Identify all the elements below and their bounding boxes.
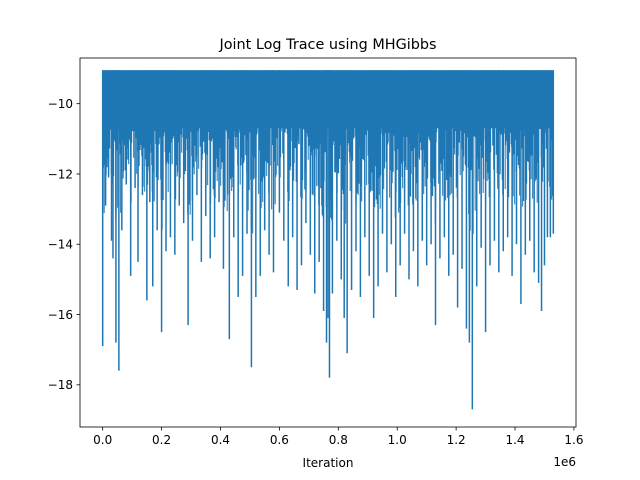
x-tick-label: 1.0	[388, 433, 407, 447]
x-tick-label: 1.6	[564, 433, 583, 447]
y-tick-label: −16	[48, 308, 73, 322]
y-axis: −18 −16 −14 −12 −10	[48, 97, 80, 392]
series-layer	[101, 70, 555, 410]
plot-area	[79, 57, 577, 428]
x-axis-offset-label: 1e6	[553, 455, 576, 469]
x-tick-label: 0.4	[211, 433, 230, 447]
y-tick-label: −14	[48, 238, 73, 252]
x-axis-label: Iteration	[303, 456, 354, 470]
x-tick-label: 1.2	[447, 433, 466, 447]
chart-title: Joint Log Trace using MHGibbs	[218, 37, 436, 53]
x-tick-label: 0.6	[270, 433, 289, 447]
x-tick-label: 1.4	[505, 433, 524, 447]
y-tick-label: −18	[48, 378, 73, 392]
y-tick-label: −12	[48, 167, 73, 181]
x-tick-label: 0.8	[329, 433, 348, 447]
y-tick-label: −10	[48, 97, 73, 111]
x-axis: 0.0 0.2 0.4 0.6 0.8 1.0 1.2 1.4 1.6	[93, 427, 583, 447]
x-tick-label: 0.0	[93, 433, 112, 447]
axes-frame	[79, 57, 577, 428]
x-tick-label: 0.2	[152, 433, 171, 447]
